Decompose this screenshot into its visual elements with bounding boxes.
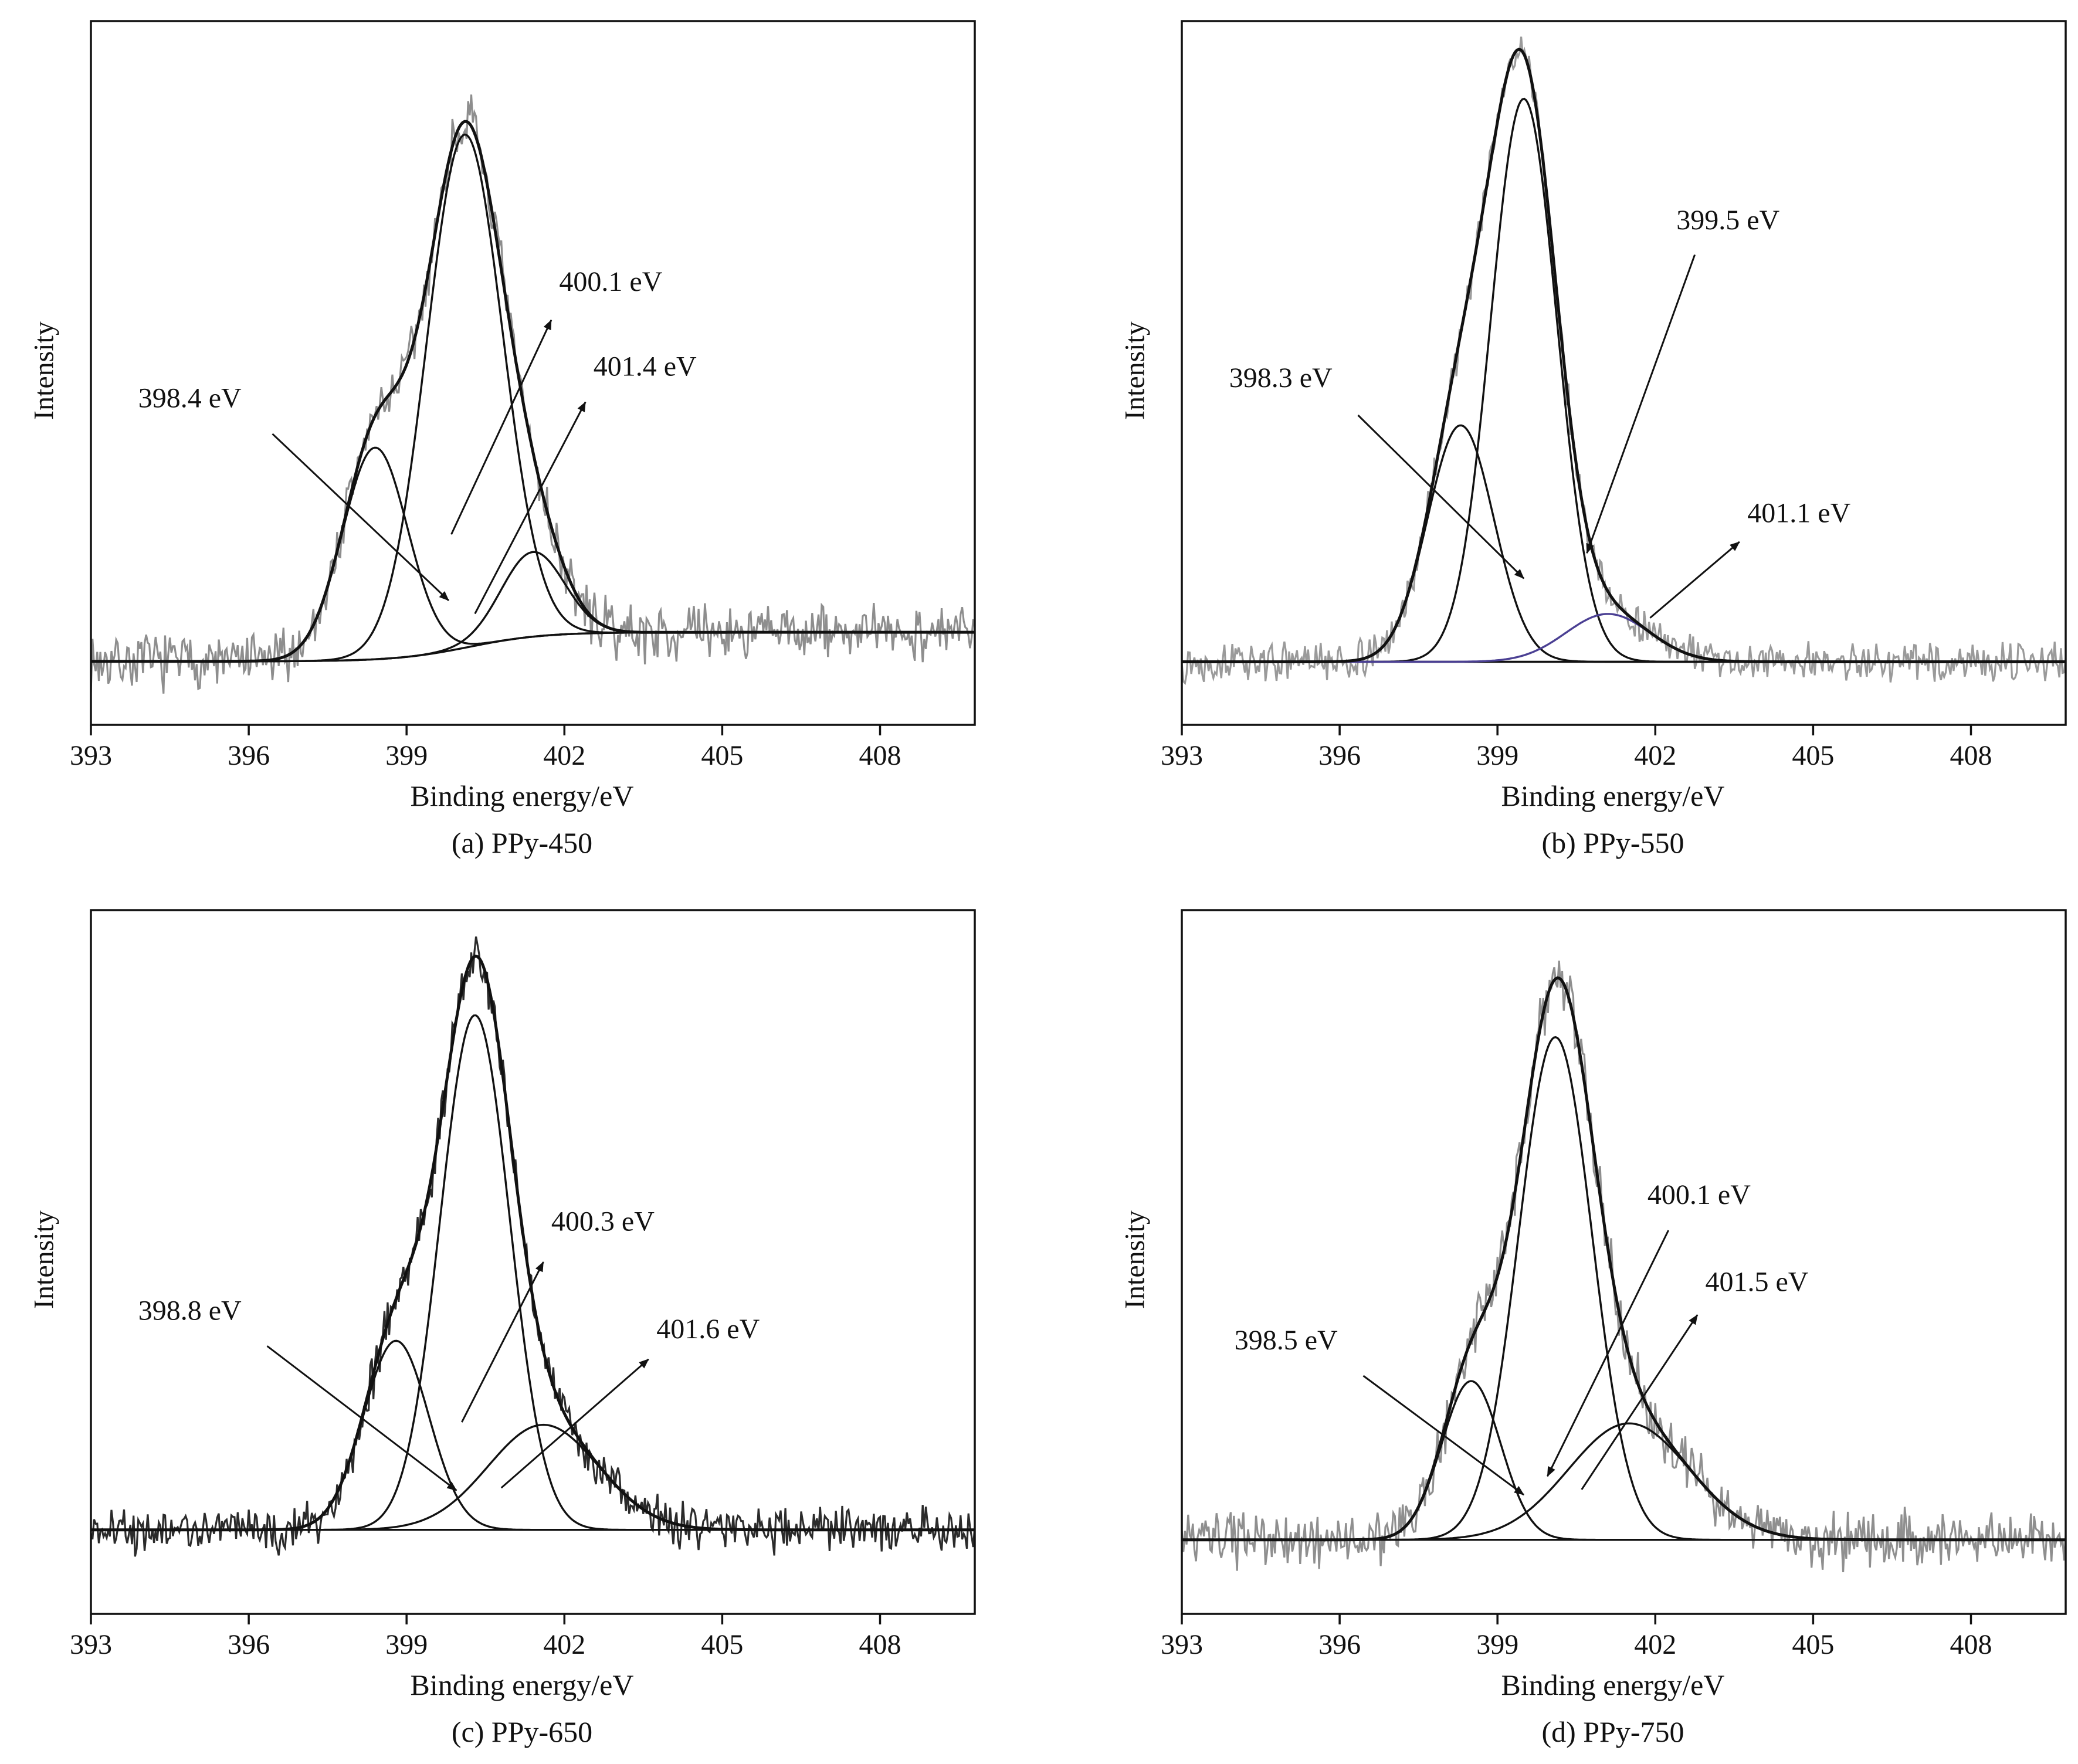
x-axis-label-d: Binding energy/eV [1501,1668,1725,1701]
spectrum-plot-a: 393 396 399 402 405 408 398.4 eV 400.1 eV 401.4 … [70,20,976,771]
plot-row-a: Intensity 393 396 399 402 405 408 398.4 eV 400.… [23,16,979,779]
fit-envelope-line [91,120,975,663]
spectrum-plot-b: 393 396 399 402 405 408 398.3 eV 399.5 eV 401.1 … [1161,20,2067,771]
annotation-arrow [461,1261,544,1423]
y-axis-label-d: Intensity [1119,1210,1151,1309]
annotation-arrow [272,433,450,602]
fit-envelope-line [91,954,975,1532]
x-tick-label: 408 [859,740,901,771]
annotation-label: 401.5 eV [1706,1267,1809,1298]
annotation-label: 398.8 eV [138,1295,242,1327]
raw-spectrum-line [90,936,976,1557]
annotation-label: 400.3 eV [551,1206,655,1237]
x-axis-label-a: Binding energy/eV [410,779,634,812]
panel-c: Intensity 393 396 399 402 405 408 398.8 eV 400.… [23,905,979,1749]
plot-row-b: Intensity 393 396 399 402 405 408 398.3 eV 399.… [1114,16,2070,779]
x-tick-label: 393 [1161,1629,1203,1660]
plot-frame [1181,20,2067,726]
plot-row-d: Intensity 393 396 399 402 405 408 398.5 eV 400.… [1114,905,2070,1668]
x-tick-label: 405 [701,740,743,771]
panel-caption-b: (b) PPy-550 [1541,826,1684,859]
fit-envelope-line [1182,976,2066,1542]
annotation-label: 398.3 eV [1229,362,1333,393]
spectrum-plot-c: 393 396 399 402 405 408 398.8 eV 400.3 eV 401.6 … [70,909,976,1660]
component-peak-line [91,1339,975,1531]
plot-row-c: Intensity 393 396 399 402 405 408 398.8 eV 400.… [23,905,979,1668]
spectrum-plot-d: 393 396 399 402 405 408 398.5 eV 400.1 eV 401.5 … [1161,909,2067,1660]
x-tick-label: 405 [701,1629,743,1660]
panel-a: Intensity 393 396 399 402 405 408 398.4 eV 400.… [23,16,979,860]
x-tick-label: 399 [385,740,428,771]
y-axis-label-c: Intensity [28,1210,60,1309]
annotation-arrow [1581,1314,1699,1490]
y-axis-label-b: Intensity [1119,321,1151,420]
annotation-label: 401.1 eV [1747,497,1850,528]
annotation-arrow [450,319,552,535]
component-peak-line [1182,1380,2066,1541]
panel-caption-d: (d) PPy-750 [1541,1715,1684,1748]
x-tick-label: 402 [543,740,585,771]
component-peak-line [91,1014,975,1531]
panel-caption-a: (a) PPy-450 [451,826,593,859]
annotation-arrow [1586,254,1696,554]
panel-d: Intensity 393 396 399 402 405 408 398.5 eV 400.… [1114,905,2070,1749]
fit-envelope-line [1182,48,2066,663]
annotation-label: 401.6 eV [656,1314,760,1345]
x-axis-label-c: Binding energy/eV [410,1668,634,1701]
annotation-arrow [1649,541,1740,619]
annotation-label: 400.1 eV [1648,1179,1751,1210]
annotation-arrow [1547,1230,1670,1477]
annotation-arrow [1362,1375,1524,1496]
x-tick-label: 399 [385,1629,428,1660]
raw-spectrum-line [1181,961,2067,1572]
component-peak-line [1182,424,2066,663]
component-peak-line [91,551,975,663]
x-tick-label: 396 [228,1629,270,1660]
x-tick-label: 402 [1634,740,1676,771]
x-tick-label: 408 [859,1629,901,1660]
x-tick-label: 393 [70,1629,112,1660]
annotation-arrow [500,1358,649,1489]
annotation-arrow [266,1345,457,1491]
x-tick-label: 396 [228,740,270,771]
x-tick-label: 405 [1792,1629,1834,1660]
panel-b: Intensity 393 396 399 402 405 408 398.3 eV 399.… [1114,16,2070,860]
x-tick-label: 393 [1161,740,1203,771]
panel-caption-c: (c) PPy-650 [451,1715,593,1748]
x-tick-label: 405 [1792,740,1834,771]
x-tick-label: 396 [1318,740,1361,771]
annotation-label: 400.1 eV [559,266,662,297]
x-tick-label: 393 [70,740,112,771]
plot-frame [1181,909,2067,1615]
component-peak-line [1182,1422,2066,1541]
x-tick-label: 399 [1476,1629,1518,1660]
raw-spectrum-line [1181,36,2067,686]
annotation-label: 401.4 eV [594,351,697,382]
x-tick-label: 396 [1318,1629,1361,1660]
annotation-arrow [474,401,587,615]
plot-frame [90,20,976,726]
annotation-label: 398.4 eV [138,383,242,414]
x-tick-label: 402 [543,1629,585,1660]
x-tick-label: 408 [1950,740,1992,771]
x-axis-label-b: Binding energy/eV [1501,779,1725,812]
y-axis-label-a: Intensity [28,321,60,420]
annotation-label: 398.5 eV [1235,1325,1338,1356]
x-tick-label: 399 [1476,740,1518,771]
annotation-label: 399.5 eV [1676,205,1779,236]
component-peak-line [1182,1036,2066,1541]
x-tick-label: 402 [1634,1629,1676,1660]
x-tick-label: 408 [1950,1629,1992,1660]
plot-frame [90,909,976,1615]
annotation-arrow [1357,414,1525,579]
